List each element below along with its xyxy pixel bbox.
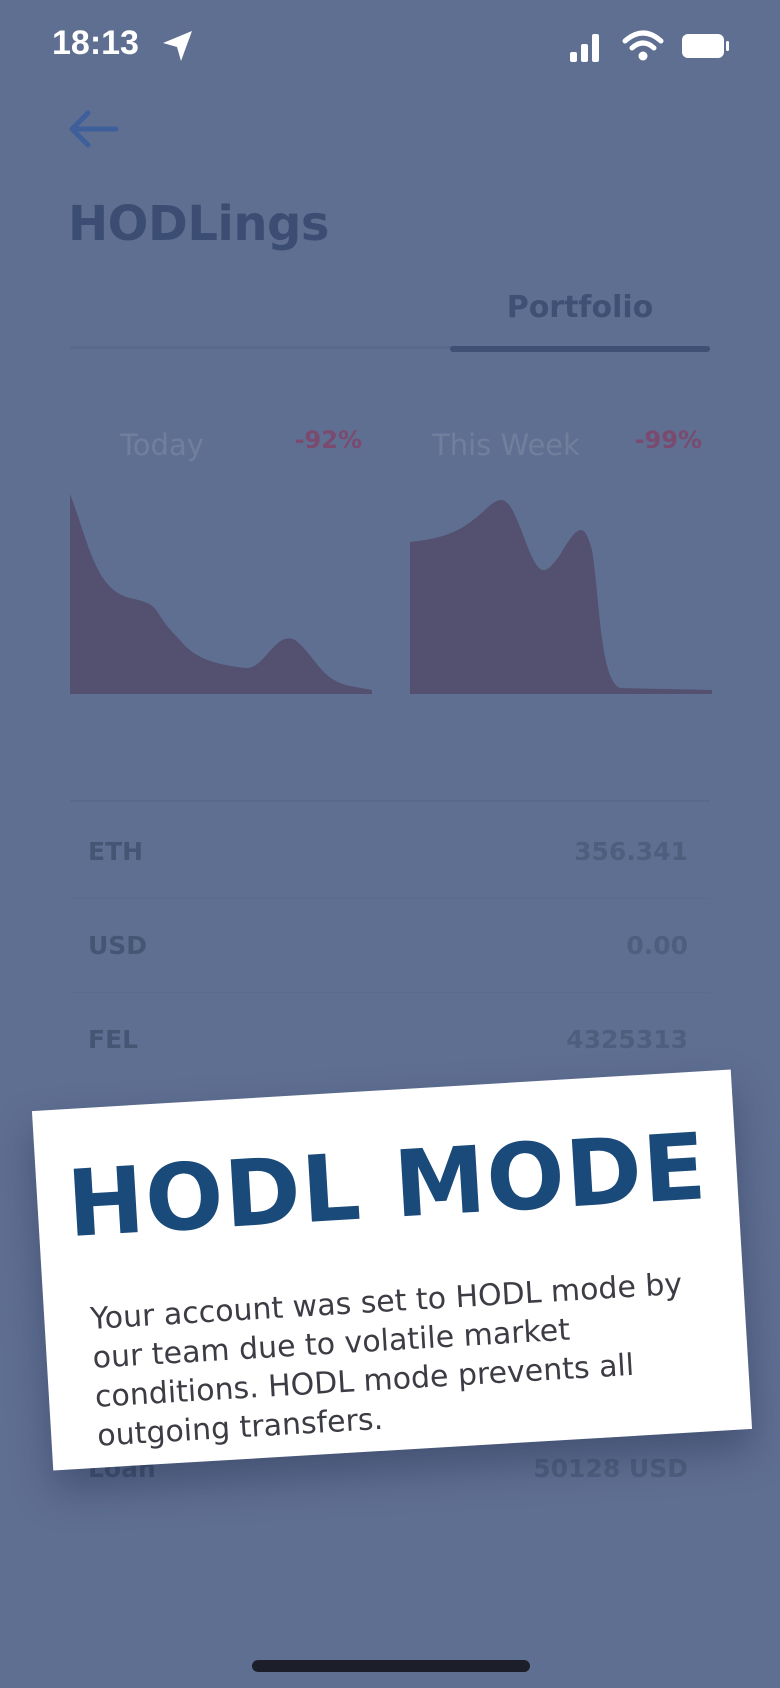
back-arrow-icon (69, 110, 119, 148)
page-title: HODLings (68, 196, 329, 252)
holding-value: 356.341 (574, 837, 688, 866)
list-item[interactable]: USD 0.00 (70, 899, 710, 993)
holdings-list: ETH 356.341 USD 0.00 FEL 4325313 (70, 805, 710, 1087)
chart-today-change: -92% (294, 426, 362, 454)
chart-today[interactable]: Today -92% (70, 420, 372, 700)
holding-value: 0.00 (626, 931, 688, 960)
status-time: 18:13 (52, 24, 139, 62)
tab-bar: Portfolio (70, 290, 710, 354)
row-divider (70, 898, 710, 899)
holding-value: 4325313 (566, 1025, 688, 1054)
holding-symbol: FEL (88, 1025, 139, 1054)
wifi-icon (622, 29, 664, 68)
chart-week-area (410, 500, 712, 694)
hodl-mode-modal: HODL MODE Your account was set to HODL m… (31, 1069, 753, 1471)
tab-bar-line (70, 346, 710, 349)
list-item[interactable]: ETH 356.341 (70, 805, 710, 899)
back-button[interactable] (64, 104, 124, 154)
modal-title: HODL MODE (64, 1113, 710, 1259)
signal-icon (570, 28, 604, 69)
modal-message: Your account was set to HODL mode by our… (89, 1266, 684, 1454)
chart-this-week[interactable]: This Week -99% (410, 420, 712, 700)
list-top-divider (70, 800, 710, 802)
tab-portfolio[interactable]: Portfolio (450, 290, 710, 352)
holding-symbol: USD (88, 931, 148, 960)
chart-today-area (70, 494, 372, 694)
chart-week-label: This Week (432, 428, 580, 462)
tab-active-indicator (450, 346, 710, 352)
location-arrow-icon (160, 28, 196, 69)
chart-today-label: Today (120, 428, 204, 462)
home-indicator[interactable] (252, 1660, 530, 1672)
chart-week-change: -99% (634, 426, 702, 454)
holding-symbol: ETH (88, 837, 144, 866)
status-icons (570, 28, 730, 69)
row-divider (70, 992, 710, 993)
status-bar: 18:13 (0, 0, 780, 95)
battery-icon (682, 33, 730, 64)
list-item[interactable]: FEL 4325313 (70, 993, 710, 1087)
loan-value: 50128 USD (533, 1454, 688, 1483)
tab-portfolio-label: Portfolio (506, 290, 654, 325)
